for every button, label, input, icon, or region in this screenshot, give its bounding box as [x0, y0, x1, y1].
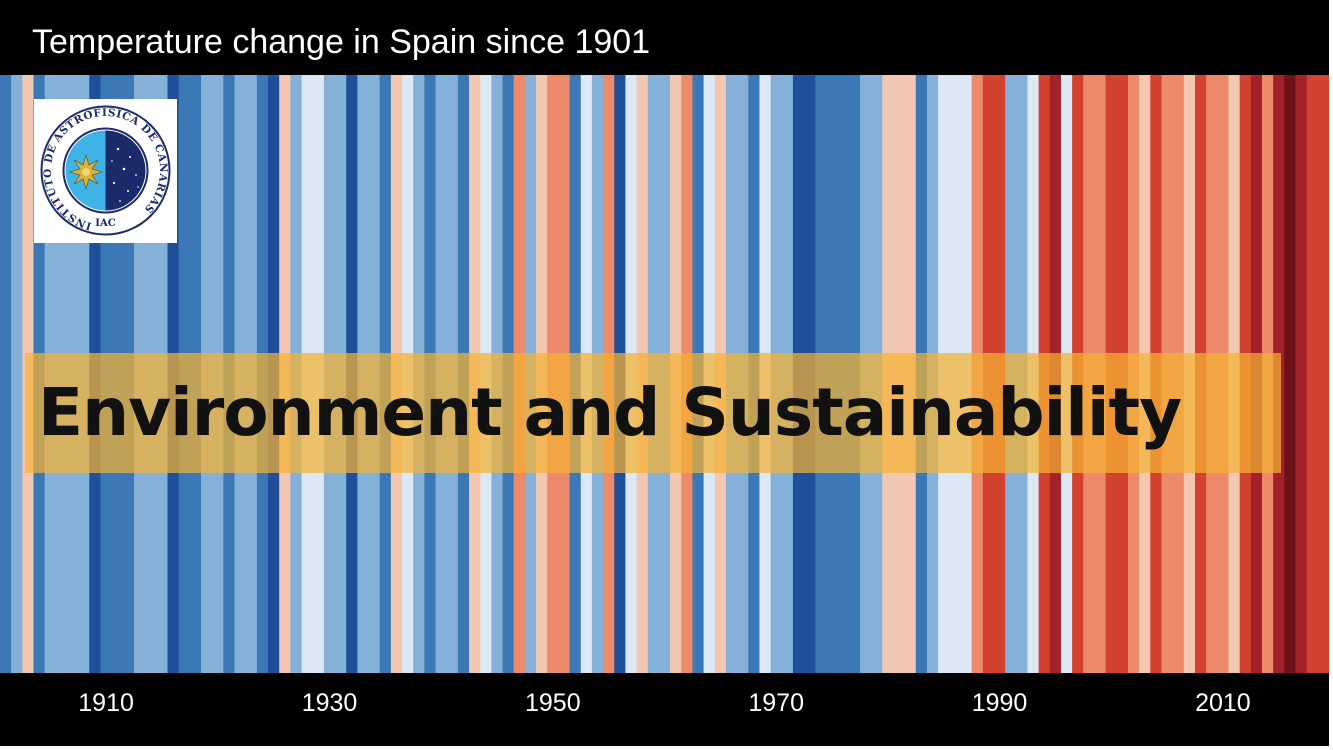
stripe-1902 [11, 75, 23, 673]
x-tick-label: 1930 [301, 689, 358, 717]
chart-title: Temperature change in Spain since 1901 [32, 23, 651, 61]
stripe-2017 [1295, 75, 1308, 673]
x-axis-bar [0, 673, 1329, 746]
iac-seal-icon: INSTITUTO DE ASTROFISICA DE CANARIAS IAC [40, 105, 171, 236]
stripe-2019 [1317, 75, 1329, 673]
x-tick-label: 1950 [524, 689, 581, 717]
x-tick-label: 1970 [748, 689, 804, 717]
banner-title: Environment and Sustainability [38, 374, 1182, 451]
logo-center-text: IAC [95, 218, 115, 229]
x-tick-label: 1910 [78, 689, 134, 717]
stripe-1901 [0, 75, 12, 673]
title-bar: Temperature change in Spain since 1901 [0, 0, 1329, 75]
x-tick-label: 2010 [1195, 689, 1251, 717]
stripe-2018 [1306, 75, 1319, 673]
stripe-2016 [1284, 75, 1297, 673]
banner [25, 353, 1281, 473]
iac-logo: INSTITUTO DE ASTROFISICA DE CANARIAS IAC [34, 99, 177, 243]
x-tick-label: 1990 [971, 689, 1028, 717]
